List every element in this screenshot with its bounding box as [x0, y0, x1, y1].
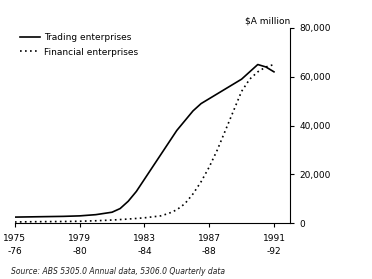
Financial enterprises [264, 65, 268, 69]
Line: Financial enterprises: Financial enterprises [15, 64, 274, 222]
Trading enterprises [142, 177, 147, 181]
Trading enterprises [272, 70, 276, 73]
Trading enterprises [215, 92, 219, 95]
Text: -76: -76 [7, 247, 22, 256]
Trading enterprises [247, 70, 252, 73]
Trading enterprises [199, 102, 203, 105]
Text: 1983: 1983 [133, 234, 156, 243]
Financial enterprises [142, 216, 147, 220]
Financial enterprises [77, 220, 82, 223]
Financial enterprises [272, 63, 276, 66]
Trading enterprises [191, 109, 195, 112]
Text: 1979: 1979 [68, 234, 91, 243]
Financial enterprises [94, 219, 98, 222]
Text: $A million: $A million [245, 17, 290, 26]
Trading enterprises [239, 78, 244, 81]
Trading enterprises [118, 207, 122, 210]
Financial enterprises [231, 109, 236, 112]
Text: 1987: 1987 [198, 234, 221, 243]
Trading enterprises [174, 129, 179, 132]
Trading enterprises [183, 119, 187, 122]
Trading enterprises [158, 153, 163, 157]
Financial enterprises [256, 70, 260, 73]
Financial enterprises [13, 220, 17, 224]
Trading enterprises [264, 65, 268, 69]
Financial enterprises [174, 208, 179, 211]
Text: -80: -80 [72, 247, 87, 256]
Financial enterprises [215, 148, 219, 151]
Financial enterprises [126, 217, 131, 221]
Financial enterprises [29, 220, 33, 223]
Financial enterprises [239, 90, 244, 93]
Legend: Trading enterprises, Financial enterprises: Trading enterprises, Financial enterpris… [19, 32, 139, 58]
Financial enterprises [183, 202, 187, 205]
Trading enterprises [231, 82, 236, 86]
Trading enterprises [134, 190, 138, 193]
Financial enterprises [158, 214, 163, 218]
Financial enterprises [45, 220, 49, 223]
Trading enterprises [110, 211, 114, 214]
Financial enterprises [247, 78, 252, 81]
Trading enterprises [77, 214, 82, 218]
Financial enterprises [110, 218, 114, 222]
Financial enterprises [167, 212, 171, 215]
Text: -88: -88 [202, 247, 217, 256]
Trading enterprises [126, 199, 131, 203]
Financial enterprises [199, 180, 203, 183]
Financial enterprises [207, 165, 211, 169]
Trading enterprises [223, 87, 228, 91]
Trading enterprises [94, 213, 98, 216]
Financial enterprises [223, 129, 228, 132]
Trading enterprises [45, 215, 49, 218]
Text: 1975: 1975 [3, 234, 26, 243]
Trading enterprises [61, 215, 66, 218]
Text: 1991: 1991 [263, 234, 285, 243]
Financial enterprises [61, 220, 66, 223]
Text: -84: -84 [137, 247, 152, 256]
Trading enterprises [13, 215, 17, 219]
Trading enterprises [150, 165, 155, 169]
Text: -92: -92 [267, 247, 281, 256]
Trading enterprises [207, 97, 211, 100]
Trading enterprises [256, 63, 260, 66]
Trading enterprises [167, 141, 171, 144]
Line: Trading enterprises: Trading enterprises [15, 64, 274, 217]
Text: Source: ABS 5305.0 Annual data, 5306.0 Quarterly data: Source: ABS 5305.0 Annual data, 5306.0 Q… [11, 267, 225, 276]
Financial enterprises [191, 192, 195, 196]
Trading enterprises [29, 215, 33, 218]
